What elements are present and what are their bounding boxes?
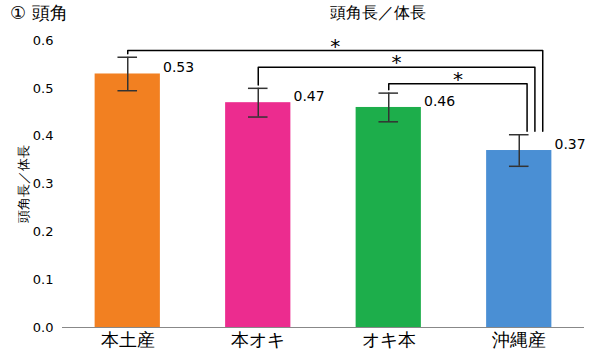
svg-text:本土産: 本土産 xyxy=(101,329,155,350)
svg-text:0.3: 0.3 xyxy=(33,176,54,191)
html-text:頭角長／体長: 頭角長／体長 xyxy=(330,3,426,22)
svg-text:0.47: 0.47 xyxy=(293,88,324,104)
svg-text:0.6: 0.6 xyxy=(33,33,54,48)
svg-text:沖縄産: 沖縄産 xyxy=(492,329,546,350)
svg-text:0.53: 0.53 xyxy=(163,59,194,75)
svg-text:0.2: 0.2 xyxy=(33,224,54,239)
svg-text:0.37: 0.37 xyxy=(554,136,585,152)
html-text:① 頭角: ① 頭角 xyxy=(10,2,68,23)
svg-text:*: * xyxy=(453,67,463,91)
svg-text:本オキ: 本オキ xyxy=(231,329,285,350)
svg-text:オキ本: オキ本 xyxy=(362,329,416,350)
svg-text:*: * xyxy=(330,34,340,58)
svg-text:頭角長／体長: 頭角長／体長 xyxy=(16,145,31,223)
svg-text:0.1: 0.1 xyxy=(33,272,54,287)
svg-text:0.46: 0.46 xyxy=(424,93,455,109)
svg-text:*: * xyxy=(392,50,402,74)
svg-text:0.4: 0.4 xyxy=(33,128,54,143)
svg-text:0.0: 0.0 xyxy=(33,320,54,335)
svg-text:0.5: 0.5 xyxy=(33,80,54,95)
